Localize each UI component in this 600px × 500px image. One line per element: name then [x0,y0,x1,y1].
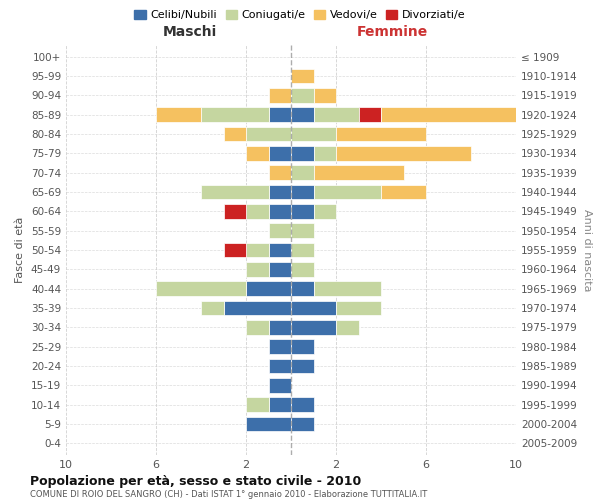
Bar [381,184,426,199]
Bar [291,417,314,432]
Bar [246,204,269,218]
Bar [269,378,291,392]
Bar [291,398,314,412]
Bar [314,184,381,199]
Bar [291,184,314,199]
Bar [336,146,471,160]
Bar [291,88,314,102]
Bar [269,184,291,199]
Bar [336,126,426,141]
Bar [269,146,291,160]
Bar [269,166,291,180]
Bar [269,224,291,238]
Bar [314,204,336,218]
Bar [246,262,269,276]
Bar [246,126,291,141]
Bar [291,262,314,276]
Bar [291,340,314,354]
Bar [269,340,291,354]
Bar [223,242,246,258]
Bar [291,320,336,334]
Bar [314,282,381,296]
Text: Femmine: Femmine [356,25,428,39]
Bar [381,108,516,122]
Bar [246,417,291,432]
Bar [291,126,336,141]
Bar [291,224,314,238]
Bar [314,88,336,102]
Bar [291,242,314,258]
Bar [291,301,336,316]
Bar [156,282,246,296]
Text: COMUNE DI ROIO DEL SANGRO (CH) - Dati ISTAT 1° gennaio 2010 - Elaborazione TUTTI: COMUNE DI ROIO DEL SANGRO (CH) - Dati IS… [30,490,427,499]
Bar [269,108,291,122]
Text: Popolazione per età, sesso e stato civile - 2010: Popolazione per età, sesso e stato civil… [30,475,361,488]
Bar [291,108,314,122]
Bar [291,166,314,180]
Bar [314,108,359,122]
Bar [291,359,314,374]
Bar [246,398,269,412]
Bar [291,146,314,160]
Bar [269,320,291,334]
Bar [269,398,291,412]
Bar [223,204,246,218]
Bar [269,242,291,258]
Bar [336,301,381,316]
Bar [156,108,201,122]
Bar [246,146,269,160]
Bar [269,204,291,218]
Y-axis label: Anni di nascita: Anni di nascita [581,209,592,291]
Y-axis label: Fasce di età: Fasce di età [16,217,25,283]
Bar [223,301,291,316]
Bar [246,282,291,296]
Bar [269,359,291,374]
Bar [336,320,359,334]
Bar [314,166,404,180]
Bar [201,301,223,316]
Bar [359,108,381,122]
Legend: Celibi/Nubili, Coniugati/e, Vedovi/e, Divorziati/e: Celibi/Nubili, Coniugati/e, Vedovi/e, Di… [130,6,470,25]
Bar [314,146,336,160]
Bar [291,282,314,296]
Bar [291,204,314,218]
Bar [246,320,269,334]
Bar [246,242,269,258]
Bar [269,88,291,102]
Bar [223,126,246,141]
Bar [201,108,269,122]
Bar [201,184,269,199]
Text: Maschi: Maschi [163,25,217,39]
Bar [291,68,314,83]
Bar [269,262,291,276]
